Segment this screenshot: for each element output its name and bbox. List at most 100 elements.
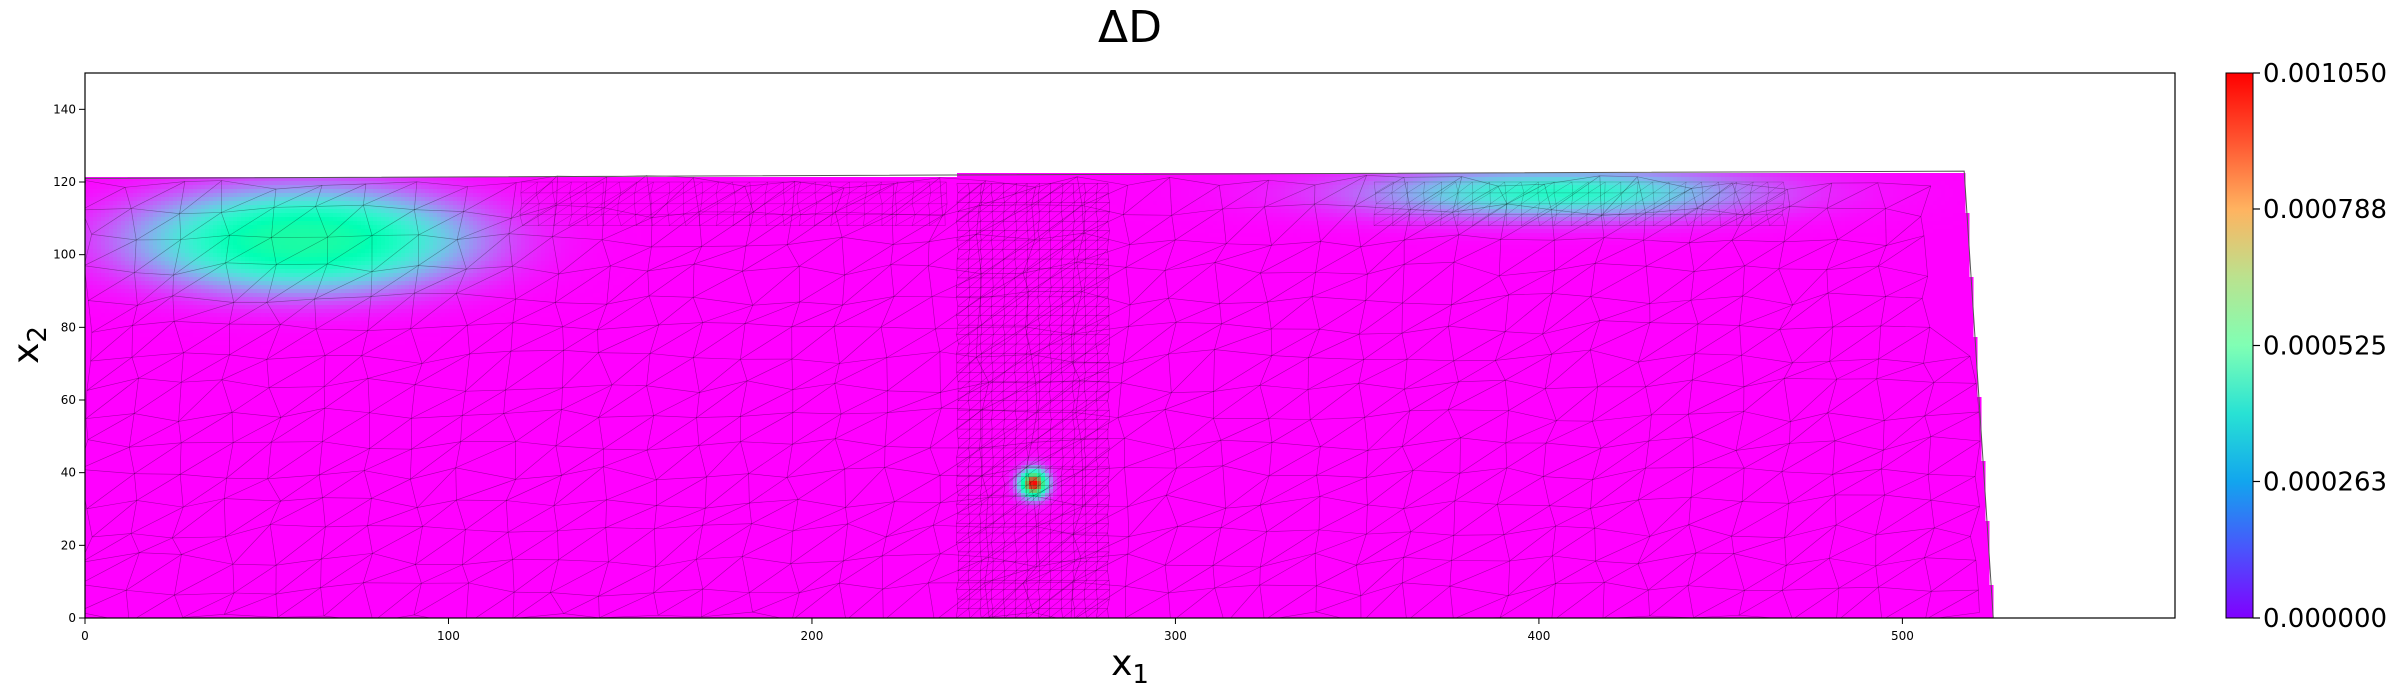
field-cell — [1721, 181, 1726, 186]
field-cell — [1945, 177, 1950, 182]
field-cell — [1953, 185, 1958, 190]
field-cell — [1473, 173, 1478, 178]
field-cell — [1793, 181, 1798, 186]
field-cell — [1417, 197, 1422, 202]
field-cell — [1533, 197, 1538, 202]
field-cell — [1125, 201, 1130, 206]
field-cell — [1281, 177, 1286, 182]
field-cell — [201, 201, 206, 206]
field-cell — [1533, 173, 1538, 178]
field-cell — [1537, 181, 1542, 186]
field-cell — [1917, 177, 1922, 182]
field-cell — [1737, 173, 1742, 178]
field-cell — [1153, 173, 1158, 178]
field-cell — [381, 189, 386, 194]
field-cell — [1121, 173, 1126, 178]
field-cell — [145, 189, 150, 194]
field-cell — [1489, 177, 1494, 182]
field-cell — [1769, 177, 1774, 182]
field-cell — [441, 189, 446, 194]
field-cell — [1777, 181, 1782, 186]
field-cell — [1449, 197, 1454, 202]
field-cell — [389, 197, 394, 202]
field-cell — [325, 197, 330, 202]
field-cell — [253, 181, 258, 186]
field-cell — [541, 181, 546, 186]
field-cell — [765, 177, 770, 182]
field-cell — [1561, 193, 1566, 198]
field-cell — [1445, 201, 1450, 206]
field-cell — [205, 181, 210, 186]
field-cell — [149, 201, 154, 206]
field-cell — [997, 177, 1002, 182]
field-cell — [573, 177, 578, 182]
field-cell — [1373, 181, 1378, 186]
field-cell — [1301, 181, 1306, 186]
field-cell — [545, 193, 550, 198]
field-cell — [1861, 181, 1866, 186]
field-cell — [809, 177, 814, 182]
field-cell — [1557, 173, 1562, 178]
field-cell — [649, 177, 654, 182]
field-cell — [1117, 177, 1122, 182]
field-cell — [1237, 185, 1242, 190]
field-cell — [629, 177, 634, 182]
field-cell — [1053, 193, 1058, 198]
field-cell — [1333, 197, 1338, 202]
field-cell — [101, 193, 106, 198]
field-cell — [1141, 181, 1146, 186]
field-cell — [121, 177, 126, 182]
field-cell — [1037, 173, 1042, 178]
field-cell — [473, 193, 478, 198]
field-cell — [1109, 185, 1114, 190]
field-cell — [1165, 181, 1170, 186]
field-cell — [1441, 193, 1446, 198]
field-cell — [1769, 193, 1774, 198]
field-cell — [1913, 201, 1918, 206]
field-cell — [1493, 173, 1498, 178]
field-cell — [1117, 201, 1122, 206]
field-cell — [1801, 189, 1806, 194]
field-cell — [953, 193, 958, 198]
field-cell — [857, 177, 862, 182]
field-cell — [1269, 181, 1274, 186]
field-cell — [1445, 193, 1450, 198]
field-cell — [1777, 201, 1782, 206]
field-cell — [1937, 201, 1942, 206]
field-cell — [1509, 193, 1514, 198]
field-cell — [1113, 185, 1118, 190]
field-cell — [225, 193, 230, 198]
field-cell — [409, 205, 414, 210]
field-cell — [1017, 177, 1022, 182]
field-cell — [441, 185, 446, 190]
field-cell — [1725, 177, 1730, 182]
field-cell — [225, 205, 230, 210]
field-cell — [1609, 177, 1614, 182]
field-cell — [609, 193, 614, 198]
field-cell — [97, 185, 102, 190]
field-cell — [141, 193, 146, 198]
field-cell — [1773, 181, 1778, 186]
field-cell — [853, 193, 858, 198]
field-cell — [305, 181, 310, 186]
field-cell — [257, 189, 262, 194]
field-cell — [373, 205, 378, 210]
field-cell — [1677, 181, 1682, 186]
field-cell — [873, 177, 878, 182]
field-cell — [333, 189, 338, 194]
field-cell — [913, 181, 918, 186]
field-cell — [1629, 177, 1634, 182]
field-cell — [1469, 173, 1474, 178]
field-cell — [261, 201, 266, 206]
field-cell — [377, 189, 382, 194]
field-cell — [145, 197, 150, 202]
field-cell — [1817, 185, 1822, 190]
field-cell — [1773, 173, 1778, 178]
field-cell — [557, 193, 562, 198]
field-cell — [497, 181, 502, 186]
field-cell — [497, 193, 502, 198]
field-cell — [653, 185, 658, 190]
field-cell — [1705, 181, 1710, 186]
field-cell — [1053, 177, 1058, 182]
field-cell — [137, 197, 142, 202]
